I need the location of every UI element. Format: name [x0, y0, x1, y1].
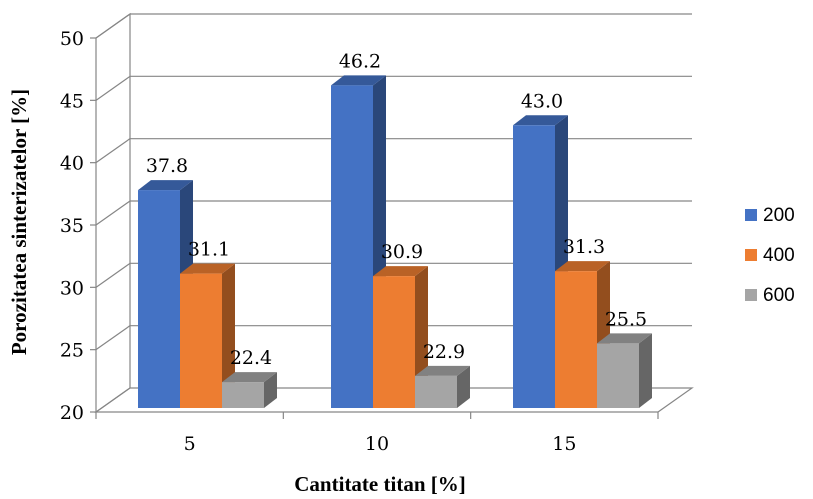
bar-front [138, 190, 180, 408]
data-label: 22.9 [423, 341, 465, 363]
gridline-side [95, 13, 131, 39]
bar-top [222, 372, 277, 383]
gridline-side [95, 75, 131, 101]
bar-side [639, 333, 652, 408]
legend-label: 400 [763, 245, 795, 266]
bar-side [222, 263, 235, 408]
bar-top [138, 180, 193, 191]
gridline-side [95, 138, 131, 164]
bar-top [597, 333, 652, 344]
data-label: 46.2 [339, 50, 381, 72]
data-label: 43.0 [521, 90, 563, 112]
y-tick-label: 50 [60, 28, 84, 50]
y-tick-label: 40 [60, 153, 84, 175]
bar-front [331, 85, 373, 408]
legend-swatch [745, 289, 757, 301]
bars [138, 75, 652, 409]
y-tick-label: 35 [60, 215, 84, 237]
data-labels: 37.8 31.1 22.4 46.2 30.9 22.9 43.0 31.3 25.5 [146, 50, 647, 369]
data-label: 30.9 [381, 241, 423, 263]
legend: 200 400 600 [745, 205, 795, 306]
bar-600-15 [597, 333, 652, 408]
data-label: 25.5 [605, 308, 647, 330]
data-label: 31.3 [563, 236, 605, 258]
bar-front [555, 271, 597, 408]
y-axis-tick-labels: 20 25 30 35 40 45 50 [60, 28, 84, 424]
bar-top [331, 75, 386, 86]
bar-side [457, 365, 470, 408]
bar-side [264, 372, 277, 408]
bar-top [373, 266, 428, 277]
bar-top [415, 365, 470, 376]
bar-400-5 [180, 263, 235, 408]
legend-swatch [745, 209, 757, 221]
bar-400-15 [555, 261, 610, 408]
bar-top [180, 263, 235, 274]
bar-front [415, 375, 457, 408]
y-tick-label: 25 [60, 340, 84, 362]
legend-swatch [745, 249, 757, 261]
bar-front [222, 382, 264, 408]
bar-top [555, 261, 610, 272]
data-label: 31.1 [188, 239, 230, 261]
gridline-side [95, 262, 131, 288]
legend-item-600: 600 [745, 285, 795, 306]
bar-600-10 [415, 365, 470, 408]
x-tick-label: 15 [552, 433, 576, 455]
y-tick-label: 45 [60, 90, 84, 112]
bar-front [597, 343, 639, 408]
legend-label: 600 [763, 285, 795, 306]
gridline-side [95, 325, 131, 351]
bar-front [373, 276, 415, 408]
bar-600-5 [222, 372, 277, 408]
bar-front [180, 273, 222, 408]
data-label: 22.4 [230, 347, 272, 369]
y-tick-label: 30 [60, 277, 84, 299]
bar-front [513, 125, 555, 409]
legend-item-200: 200 [745, 205, 795, 226]
legend-label: 200 [763, 205, 795, 226]
x-tick-label: 10 [365, 433, 389, 455]
y-axis-title: Porozitatea sinterizatelor [%] [7, 89, 31, 355]
data-label: 37.8 [146, 155, 188, 177]
gridline-side [95, 200, 131, 226]
legend-item-400: 400 [745, 245, 795, 266]
x-tick-label: 5 [184, 433, 196, 455]
x-axis-tick-labels: 5 10 15 [184, 433, 577, 455]
y-tick-label: 20 [60, 402, 84, 424]
bar-top [513, 115, 568, 126]
x-axis-title: Cantitate titan [%] [294, 472, 465, 496]
